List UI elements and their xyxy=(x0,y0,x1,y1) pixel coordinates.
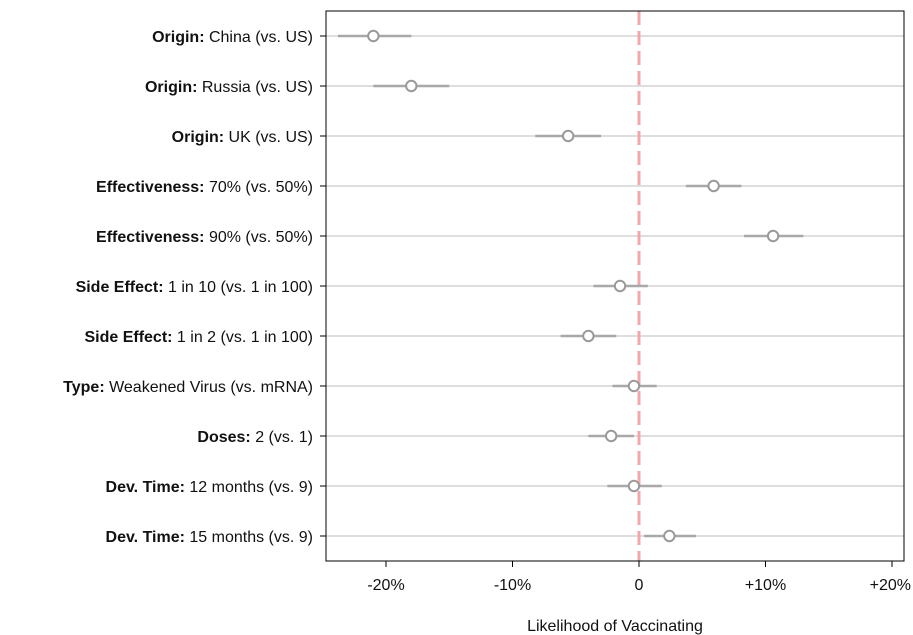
attribute-name: Origin: xyxy=(172,129,224,146)
level-name: Russia (vs. US) xyxy=(197,79,313,96)
level-name: 12 months (vs. 9) xyxy=(185,479,313,496)
y-tick-label: Side Effect: 1 in 2 (vs. 1 in 100) xyxy=(84,329,313,346)
point-marker xyxy=(582,329,595,343)
x-tick-label: +20% xyxy=(870,577,911,594)
x-tick-label: -10% xyxy=(494,577,531,594)
y-tick-label: Origin: UK (vs. US) xyxy=(172,129,313,146)
attribute-name: Dev. Time: xyxy=(106,529,185,546)
level-name: 1 in 2 (vs. 1 in 100) xyxy=(172,329,313,346)
point-marker xyxy=(604,429,618,443)
attribute-name: Side Effect: xyxy=(76,279,164,296)
x-tick-label: +10% xyxy=(745,577,786,594)
y-tick-label: Side Effect: 1 in 10 (vs. 1 in 100) xyxy=(76,279,313,296)
point-marker xyxy=(663,529,676,543)
x-tick-marks xyxy=(385,561,893,567)
level-name: China (vs. US) xyxy=(205,29,313,46)
y-tick-marks xyxy=(320,35,326,537)
y-tick-label: Origin: Russia (vs. US) xyxy=(145,79,313,96)
y-axis-labels: Origin: China (vs. US)Origin: Russia (vs… xyxy=(63,29,313,546)
y-tick-label: Origin: China (vs. US) xyxy=(152,29,313,46)
y-tick-label: Doses: 2 (vs. 1) xyxy=(197,429,313,446)
x-axis-title: Likelihood of Vaccinating xyxy=(527,618,703,635)
level-name: UK (vs. US) xyxy=(224,129,313,146)
level-name: 90% (vs. 50%) xyxy=(205,229,313,246)
y-tick-label: Effectiveness: 90% (vs. 50%) xyxy=(96,229,313,246)
attribute-name: Origin: xyxy=(145,79,197,96)
y-tick-label: Effectiveness: 70% (vs. 50%) xyxy=(96,179,313,196)
point-marker xyxy=(561,129,575,143)
point-marker xyxy=(405,79,418,93)
point-marker xyxy=(613,279,627,293)
point-marker xyxy=(627,479,641,493)
level-name: 2 (vs. 1) xyxy=(251,429,313,446)
level-name: 1 in 10 (vs. 1 in 100) xyxy=(164,279,313,296)
attribute-name: Doses: xyxy=(197,429,250,446)
level-name: 70% (vs. 50%) xyxy=(205,179,313,196)
y-tick-label: Dev. Time: 12 months (vs. 9) xyxy=(106,479,313,496)
attribute-name: Side Effect: xyxy=(84,329,172,346)
attribute-name: Origin: xyxy=(152,29,204,46)
x-axis-labels: -20% -10% 0 +10% +20% xyxy=(367,577,911,594)
point-marker xyxy=(627,379,641,393)
x-tick-label: -20% xyxy=(367,577,404,594)
attribute-name: Effectiveness: xyxy=(96,179,205,196)
level-name: Weakened Virus (vs. mRNA) xyxy=(105,379,313,396)
point-marker xyxy=(367,29,380,43)
y-tick-label: Dev. Time: 15 months (vs. 9) xyxy=(106,529,313,546)
point-marker xyxy=(707,179,720,193)
point-marker xyxy=(766,229,780,243)
level-name: 15 months (vs. 9) xyxy=(185,529,313,546)
attribute-name: Dev. Time: xyxy=(106,479,185,496)
attribute-name: Effectiveness: xyxy=(96,229,205,246)
x-tick-label: 0 xyxy=(635,577,644,594)
attribute-name: Type: xyxy=(63,379,104,396)
point-markers xyxy=(367,29,780,543)
y-tick-label: Type: Weakened Virus (vs. mRNA) xyxy=(63,379,313,396)
